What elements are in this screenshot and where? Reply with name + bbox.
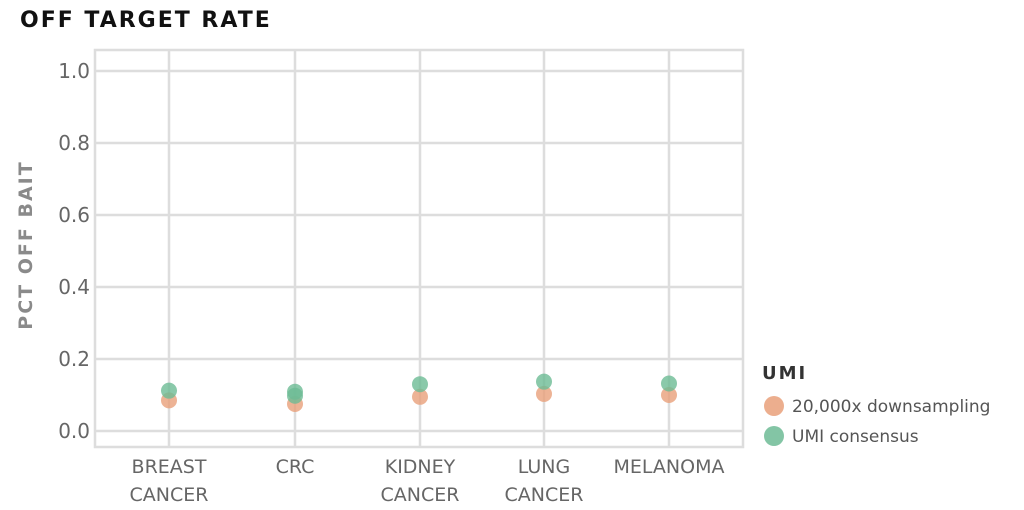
legend-label: 20,000x downsampling xyxy=(792,397,990,417)
y-tick-label: 0.4 xyxy=(58,275,90,299)
x-tick-label: CRC xyxy=(276,456,315,478)
data-point xyxy=(412,388,428,405)
legend: UMI 20,000x downsampling UMI consensus xyxy=(762,363,990,447)
data-point xyxy=(412,376,428,393)
x-tick-labels: BREAST CANCER CRC KIDNEY CANCER LUNG CANCER MEL… xyxy=(130,456,725,506)
x-tick-label: MELANOMA xyxy=(614,456,725,478)
data-point xyxy=(536,373,552,390)
data-point xyxy=(661,375,677,392)
chart-title: OFF TARGET RATE xyxy=(20,8,272,33)
y-tick-label: 0.6 xyxy=(58,203,90,227)
y-tick-label: 0.2 xyxy=(58,347,90,371)
legend-swatch xyxy=(764,426,784,446)
legend-swatch xyxy=(764,396,784,416)
x-tick-label: KIDNEY CANCER xyxy=(381,456,460,506)
data-point xyxy=(661,387,677,403)
x-tick-label: LUNG CANCER xyxy=(505,456,584,506)
data-point xyxy=(161,382,177,399)
y-tick-label: 0.8 xyxy=(58,131,90,155)
y-tick-label: 0.0 xyxy=(58,419,90,443)
y-tick-labels: 0.0 0.2 0.4 0.6 0.8 1.0 xyxy=(58,59,90,443)
data-point xyxy=(287,387,303,404)
y-axis-label: PCT OFF BAIT xyxy=(15,160,37,329)
legend-title: UMI xyxy=(762,363,807,384)
y-tick-label: 1.0 xyxy=(58,59,90,83)
x-tick-label: BREAST CANCER xyxy=(130,456,209,506)
grid xyxy=(93,48,745,449)
legend-label: UMI consensus xyxy=(792,427,919,447)
data-points xyxy=(161,373,677,412)
data-point xyxy=(536,385,552,402)
